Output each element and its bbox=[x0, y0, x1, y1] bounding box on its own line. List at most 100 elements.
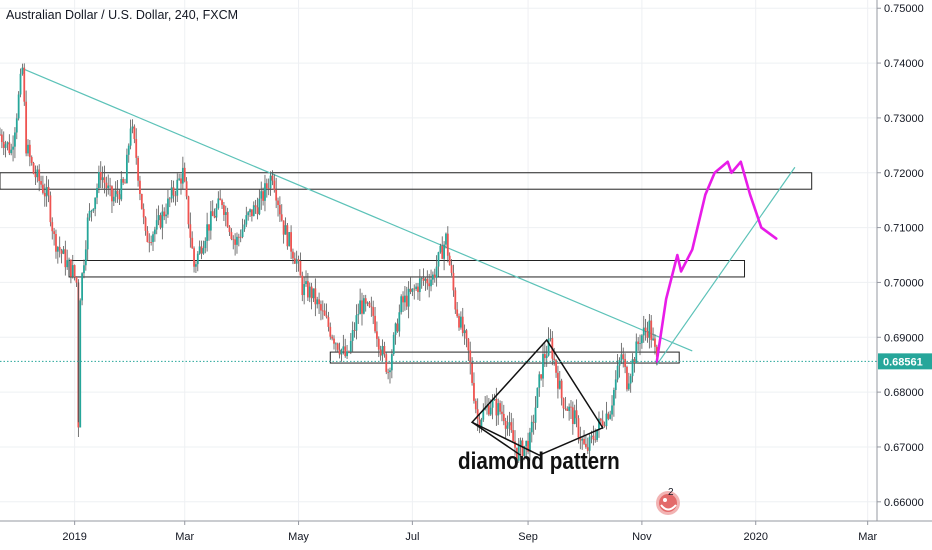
candle-body bbox=[51, 222, 54, 232]
candle bbox=[359, 288, 362, 315]
candle bbox=[70, 259, 72, 284]
candle bbox=[398, 304, 401, 337]
notification-icon[interactable] bbox=[655, 488, 685, 518]
candle-body bbox=[340, 349, 343, 355]
candle-body bbox=[437, 252, 440, 267]
candle-body bbox=[122, 179, 125, 183]
candle bbox=[55, 229, 57, 259]
candle-body bbox=[607, 413, 610, 419]
candle-body bbox=[478, 419, 481, 427]
candle-body bbox=[47, 187, 50, 196]
candle bbox=[174, 190, 177, 206]
candle-body bbox=[566, 408, 569, 411]
candle bbox=[258, 189, 261, 216]
candle-body bbox=[292, 251, 294, 259]
candle bbox=[404, 286, 406, 311]
candle-body bbox=[474, 400, 477, 410]
candle bbox=[331, 334, 334, 341]
candle-body bbox=[499, 403, 501, 412]
candle-body bbox=[174, 195, 177, 197]
candle bbox=[370, 296, 373, 317]
candle bbox=[217, 191, 220, 210]
candle bbox=[540, 374, 543, 381]
candle bbox=[32, 161, 35, 175]
candle-body bbox=[4, 144, 7, 148]
candle bbox=[510, 412, 513, 433]
candle bbox=[286, 223, 289, 250]
candle bbox=[445, 232, 447, 249]
candle bbox=[118, 189, 121, 206]
trendline bbox=[22, 67, 693, 352]
candle-body bbox=[620, 354, 623, 360]
candle-body bbox=[476, 409, 479, 420]
candle-body bbox=[415, 286, 418, 290]
candle bbox=[329, 322, 332, 340]
candle bbox=[124, 178, 126, 184]
candle-body bbox=[618, 359, 621, 366]
candle-body bbox=[36, 169, 39, 178]
candle-body bbox=[426, 278, 429, 284]
candle bbox=[545, 345, 548, 367]
candle-body bbox=[336, 343, 339, 350]
candle bbox=[219, 189, 222, 201]
candle bbox=[116, 180, 119, 203]
candle-body bbox=[94, 197, 97, 209]
candle-body bbox=[459, 316, 462, 328]
candle bbox=[557, 365, 559, 399]
candle bbox=[97, 165, 100, 194]
candle-body bbox=[463, 330, 466, 334]
candle bbox=[372, 300, 375, 325]
candle-body bbox=[127, 145, 130, 155]
candle-body bbox=[456, 309, 459, 317]
candle bbox=[96, 183, 98, 205]
candle bbox=[471, 357, 473, 386]
candle-body bbox=[654, 338, 656, 347]
candle bbox=[191, 231, 194, 249]
candle bbox=[530, 415, 533, 443]
candle bbox=[640, 334, 643, 349]
candle-body bbox=[482, 409, 485, 420]
candle-body bbox=[529, 432, 531, 452]
candle bbox=[68, 257, 70, 261]
candle-body bbox=[642, 327, 645, 336]
candle bbox=[299, 252, 302, 276]
candle bbox=[176, 173, 179, 203]
candle bbox=[439, 243, 442, 254]
candle-body bbox=[241, 229, 244, 237]
candle bbox=[495, 387, 498, 426]
candle-body bbox=[366, 302, 369, 304]
candle bbox=[519, 437, 522, 457]
candle bbox=[133, 124, 136, 144]
candle bbox=[223, 201, 225, 221]
candle-body bbox=[443, 244, 445, 259]
candle-body bbox=[342, 346, 345, 350]
candle-body bbox=[510, 422, 513, 431]
candle bbox=[200, 240, 203, 260]
candle-body bbox=[538, 374, 541, 388]
candle bbox=[599, 417, 602, 424]
candle-body bbox=[581, 438, 584, 441]
candle bbox=[400, 294, 403, 315]
candle-body bbox=[252, 205, 255, 217]
candle bbox=[8, 134, 11, 156]
candle bbox=[387, 368, 390, 380]
candle bbox=[532, 414, 535, 435]
candle-body bbox=[321, 310, 324, 312]
candle-body bbox=[237, 236, 240, 238]
candle bbox=[374, 307, 376, 334]
candle bbox=[99, 161, 102, 189]
candle-body bbox=[428, 283, 431, 287]
candle bbox=[27, 139, 29, 157]
candle bbox=[234, 233, 237, 256]
diamond-pattern-annotation[interactable]: diamond pattern bbox=[458, 448, 620, 475]
candle bbox=[247, 211, 250, 221]
candle-body bbox=[361, 300, 363, 314]
candle-body bbox=[571, 407, 574, 424]
candle bbox=[362, 295, 365, 315]
candle bbox=[512, 418, 515, 442]
candle-body bbox=[277, 200, 279, 206]
candle-body bbox=[0, 134, 3, 143]
candle-body bbox=[355, 315, 358, 331]
candle bbox=[84, 240, 87, 271]
